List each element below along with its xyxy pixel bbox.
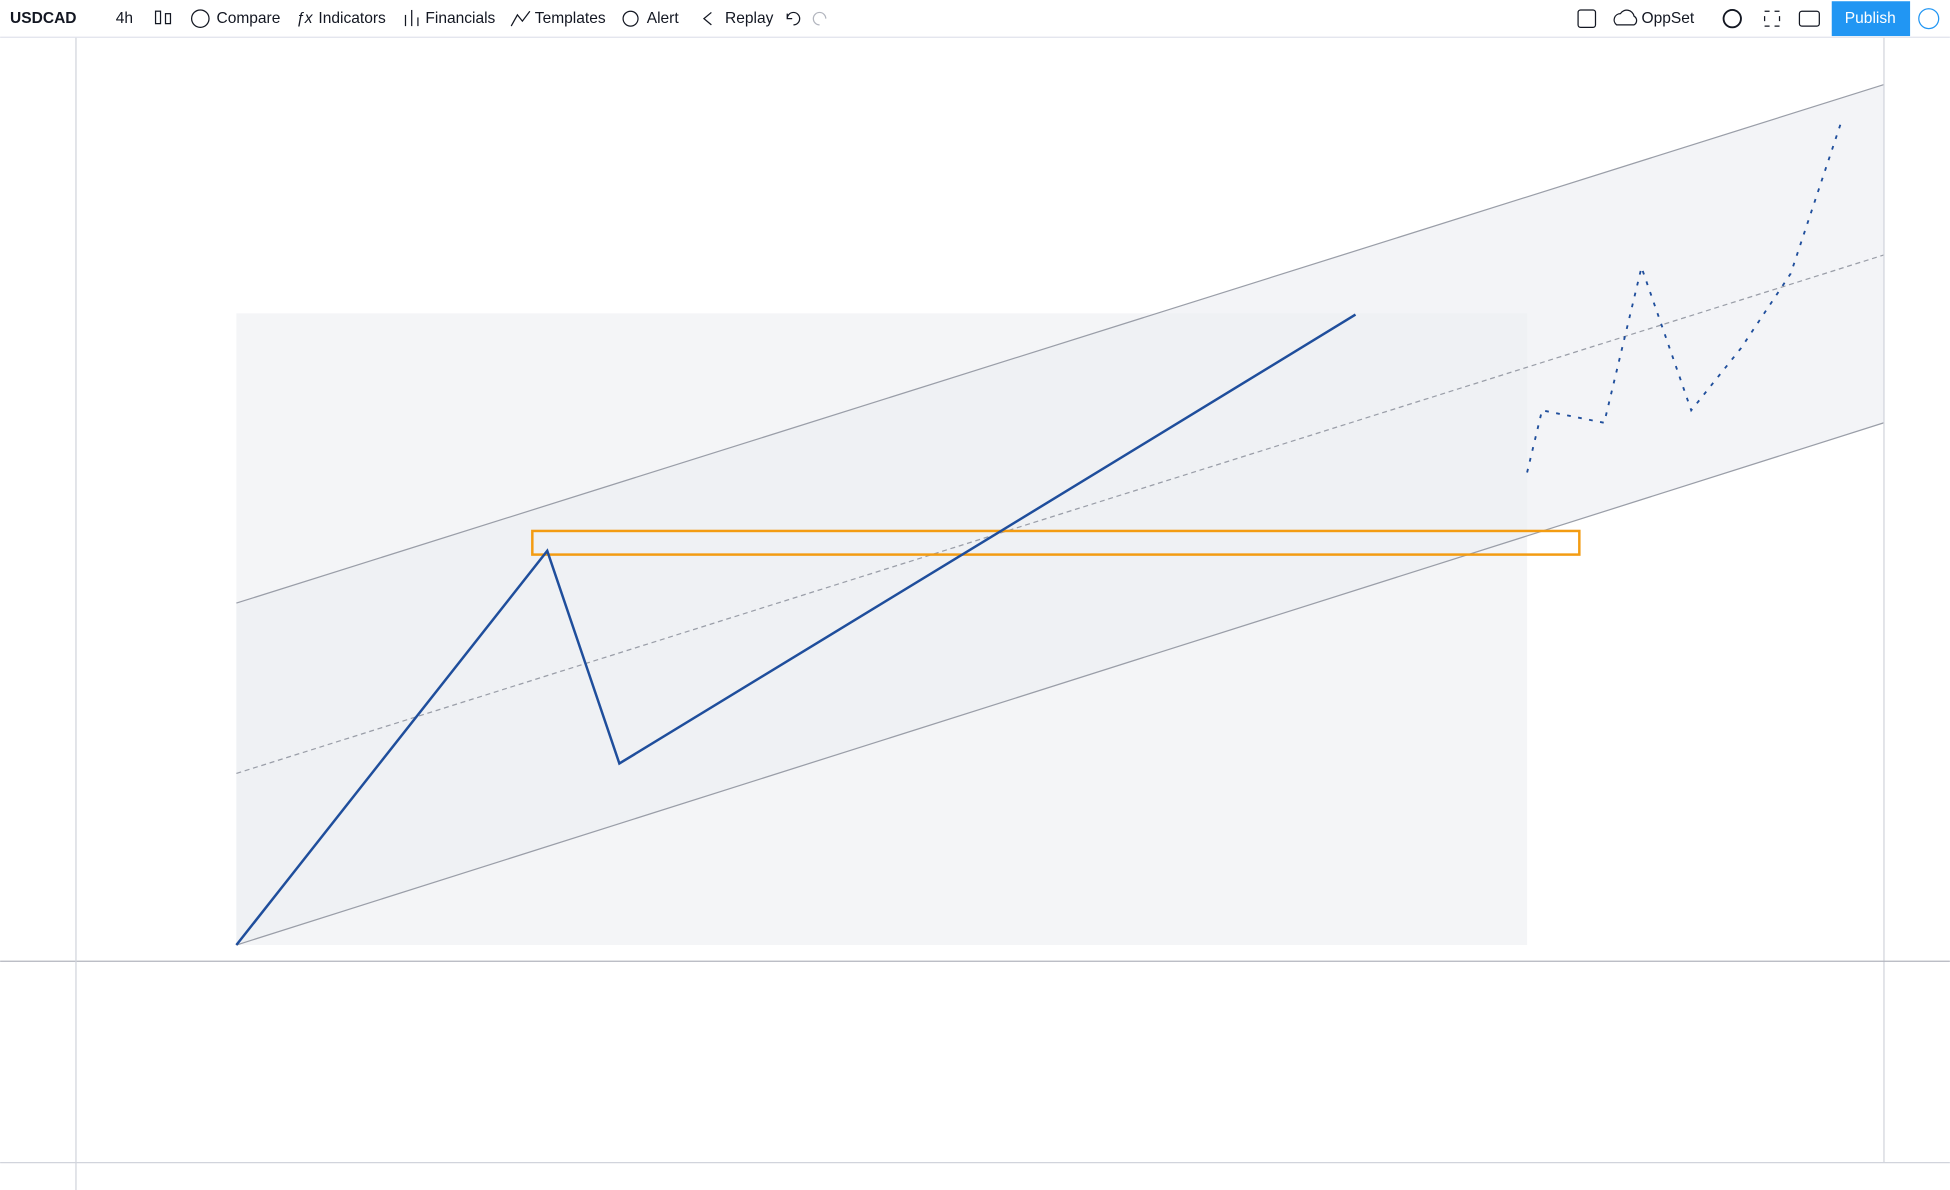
snapshot[interactable] — [1798, 10, 1820, 27]
financials-icon[interactable] — [404, 9, 419, 27]
toolbar-item[interactable]: Financials — [425, 10, 495, 27]
publish-label[interactable]: Publish — [1845, 10, 1896, 27]
layout-icon[interactable] — [1577, 9, 1597, 28]
channel-mid — [236, 254, 1885, 775]
toolbar-item[interactable]: Templates — [535, 10, 606, 27]
toolbar: USDCAD 4h Compare ƒx Indicators Financia… — [0, 0, 1950, 38]
indicator-icon[interactable]: ƒx — [296, 10, 314, 27]
cloud-icon[interactable] — [1613, 9, 1638, 26]
channel-top — [236, 83, 1885, 604]
play[interactable] — [1918, 8, 1940, 30]
fullscreen[interactable] — [1763, 10, 1781, 27]
templates-icon[interactable] — [510, 10, 531, 27]
chart-layer — [236, 83, 1885, 946]
interval[interactable]: 4h — [116, 10, 133, 27]
zone-box — [531, 529, 1581, 556]
replay-icon[interactable] — [702, 11, 712, 26]
channel-bottom — [236, 422, 1885, 946]
toolbar-item[interactable]: Alert — [647, 10, 680, 27]
settings[interactable] — [1722, 9, 1742, 29]
toolbar-bg — [0, 0, 1950, 38]
pattern-drawing — [235, 313, 1357, 946]
layout-name[interactable]: OppSet — [1641, 10, 1694, 27]
toolbar-item[interactable]: Replay — [725, 10, 774, 27]
toolbar-item[interactable]: Indicators — [318, 10, 386, 27]
publish-button[interactable] — [1831, 1, 1911, 37]
undo[interactable] — [786, 11, 801, 26]
redo[interactable] — [812, 11, 827, 26]
axes — [0, 37, 1950, 1190]
candle-icon[interactable] — [154, 10, 172, 25]
symbol[interactable]: USDCAD — [10, 10, 76, 27]
fib-fill — [236, 313, 1528, 946]
alert-icon[interactable] — [622, 10, 639, 27]
compare-icon[interactable] — [190, 9, 210, 28]
toolbar-item[interactable]: Compare — [216, 10, 280, 27]
